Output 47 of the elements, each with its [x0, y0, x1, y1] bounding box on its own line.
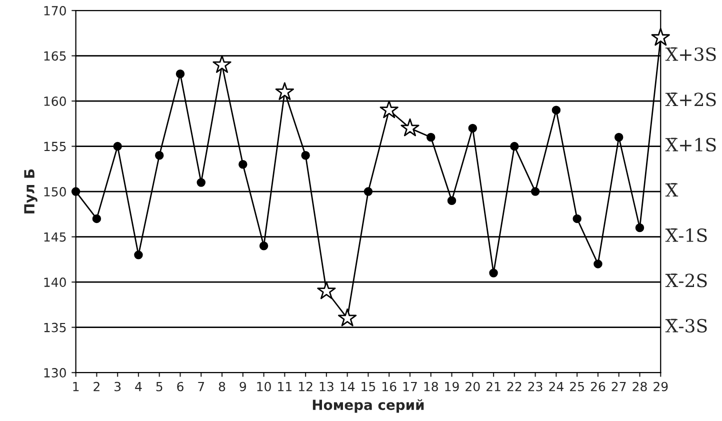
x-tick-label: 5 [156, 382, 162, 392]
x-tick-label: 19 [445, 382, 459, 392]
x-axis-title: Номера серий [312, 399, 424, 413]
y-tick-label: 165 [44, 51, 66, 61]
ref-line-label: X̄-3S [665, 318, 707, 333]
x-tick-label: 15 [362, 382, 376, 392]
x-tick-label: 11 [278, 382, 292, 392]
y-tick-label: 135 [44, 322, 66, 332]
x-tick-label: 8 [218, 382, 226, 392]
y-tick-label: 155 [44, 142, 66, 152]
x-tick-label: 7 [198, 382, 204, 392]
ref-line-label: X̄-2S [665, 274, 707, 288]
y-tick-label: 170 [44, 6, 66, 16]
x-tick-label: 24 [549, 382, 564, 392]
ref-line-label: X̄+3S [665, 47, 716, 62]
x-tick-label: 13 [320, 382, 334, 392]
y-tick-label: 160 [44, 96, 66, 106]
x-tick-label: 29 [654, 382, 668, 392]
x-tick-label: 9 [240, 382, 246, 392]
x-tick-label: 14 [340, 382, 355, 392]
ref-line-label: X̄+2S [665, 92, 716, 106]
y-tick-label: 150 [44, 187, 66, 196]
x-tick-label: 10 [257, 382, 271, 392]
x-tick-label: 16 [382, 382, 396, 392]
x-tick-label: 4 [135, 382, 142, 392]
x-tick-label: 22 [507, 382, 522, 392]
y-axis-title: Пул Б [24, 169, 38, 214]
x-tick-label: 21 [486, 382, 500, 392]
x-tick-label: 12 [298, 382, 312, 392]
x-tick-label: 27 [612, 382, 626, 392]
x-tick-label: 18 [424, 382, 438, 392]
x-tick-label: 1 [73, 382, 79, 392]
x-tick-label: 23 [528, 382, 542, 392]
x-tick-label: 26 [590, 382, 606, 392]
x-tick-label: 28 [632, 382, 647, 392]
x-tick-label: 25 [570, 382, 584, 392]
y-tick-label: 140 [44, 278, 66, 287]
ref-line-label: X̄ [665, 183, 678, 197]
x-tick-label: 6 [177, 382, 184, 392]
x-tick-label: 17 [403, 382, 417, 392]
ref-line-label: X̄+1S [665, 138, 716, 152]
y-tick-label: 145 [44, 232, 66, 242]
ref-line-label: X̄-1S [665, 228, 707, 242]
x-tick-label: 2 [94, 382, 100, 392]
x-tick-label: 20 [466, 382, 480, 392]
x-tick-label: 3 [114, 382, 121, 392]
y-tick-label: 130 [44, 368, 66, 378]
